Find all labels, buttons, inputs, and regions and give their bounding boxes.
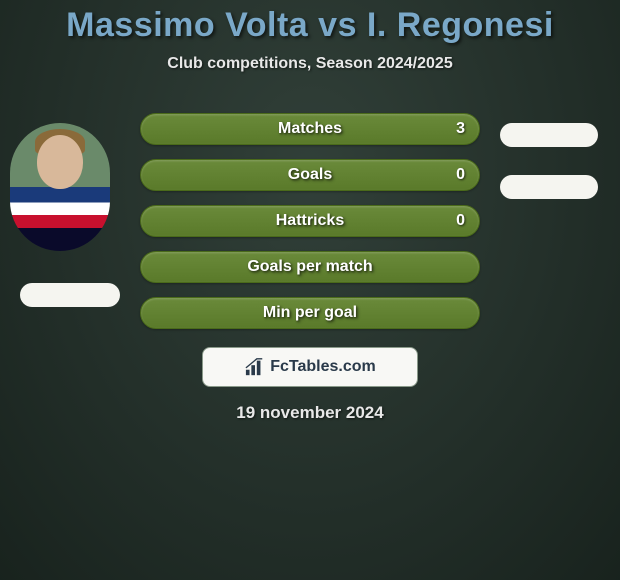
stat-label: Matches [141, 120, 479, 138]
page-title: Massimo Volta vs I. Regonesi [0, 6, 620, 45]
stat-label: Goals per match [141, 258, 479, 276]
comparison-area: Matches 3 Goals 0 Hattricks 0 Goals per … [0, 113, 620, 423]
player-right-pill-2 [500, 175, 598, 199]
stat-value-left: 0 [456, 212, 465, 230]
subtitle: Club competitions, Season 2024/2025 [0, 55, 620, 73]
stat-label: Goals [141, 166, 479, 184]
stat-label: Min per goal [141, 304, 479, 322]
stat-row-hattricks: Hattricks 0 [140, 205, 480, 237]
bar-chart-icon [244, 357, 266, 377]
source-logo[interactable]: FcTables.com [202, 347, 418, 387]
logo-text: FcTables.com [270, 358, 376, 376]
stat-row-goals: Goals 0 [140, 159, 480, 191]
stat-label: Hattricks [141, 212, 479, 230]
player-left-avatar [10, 123, 110, 251]
stat-row-matches: Matches 3 [140, 113, 480, 145]
player-right-pill-1 [500, 123, 598, 147]
stat-row-goals-per-match: Goals per match [140, 251, 480, 283]
stat-value-left: 3 [456, 120, 465, 138]
date-label: 19 november 2024 [0, 403, 620, 423]
stat-rows: Matches 3 Goals 0 Hattricks 0 Goals per … [140, 113, 480, 329]
stat-value-left: 0 [456, 166, 465, 184]
stat-row-min-per-goal: Min per goal [140, 297, 480, 329]
player-left-name-pill [20, 283, 120, 307]
